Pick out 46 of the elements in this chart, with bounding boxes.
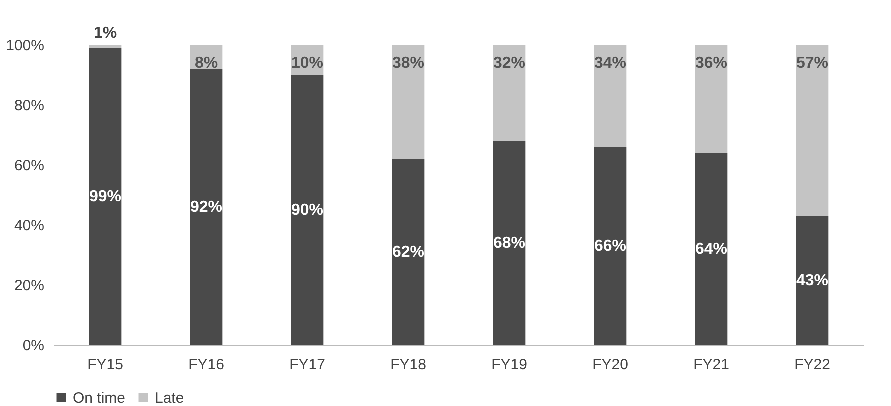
data-label: 68% bbox=[493, 235, 526, 252]
data-label: 66% bbox=[594, 238, 627, 255]
bar bbox=[392, 159, 425, 345]
bar bbox=[796, 45, 829, 216]
x-tick-label: FY19 bbox=[492, 356, 528, 374]
data-label: 32% bbox=[493, 55, 526, 72]
data-label: 1% bbox=[94, 25, 118, 42]
x-tick-label: FY17 bbox=[290, 356, 326, 374]
bar bbox=[291, 75, 324, 345]
bar bbox=[493, 45, 526, 141]
x-tick-label: FY15 bbox=[88, 356, 124, 374]
x-tick-label: FY16 bbox=[188, 356, 224, 374]
bar bbox=[89, 45, 122, 48]
bar bbox=[796, 216, 829, 345]
y-tick-label: 60% bbox=[14, 158, 44, 174]
data-label: 92% bbox=[190, 199, 223, 216]
y-tick-label: 40% bbox=[14, 218, 44, 234]
y-tick-label: 20% bbox=[14, 278, 44, 294]
data-label: 64% bbox=[695, 241, 728, 258]
x-tick-label: FY20 bbox=[592, 356, 628, 374]
x-tick-label: FY18 bbox=[390, 356, 426, 374]
bar bbox=[695, 45, 728, 153]
data-label: 10% bbox=[291, 55, 324, 72]
bar bbox=[594, 45, 627, 147]
y-tick-label: 100% bbox=[6, 38, 44, 54]
bar bbox=[594, 147, 627, 345]
data-label: 34% bbox=[594, 55, 627, 72]
data-label: 8% bbox=[194, 55, 218, 72]
data-label: 43% bbox=[796, 272, 829, 290]
data-label: 90% bbox=[291, 202, 324, 219]
data-label: 38% bbox=[392, 55, 425, 72]
x-tick-label: FY21 bbox=[694, 356, 730, 374]
x-tick-label: FY22 bbox=[794, 356, 830, 374]
legend-label: On time bbox=[73, 390, 126, 406]
bar bbox=[493, 141, 526, 345]
data-label: 36% bbox=[695, 55, 728, 72]
y-tick-label: 80% bbox=[14, 98, 44, 114]
data-label: 62% bbox=[392, 244, 425, 261]
bar bbox=[392, 45, 425, 159]
data-label: 57% bbox=[796, 55, 829, 72]
y-tick-label: 0% bbox=[22, 338, 44, 354]
data-label: 99% bbox=[89, 188, 122, 206]
bar bbox=[190, 69, 223, 345]
bar bbox=[695, 153, 728, 345]
bar bbox=[89, 48, 122, 345]
legend-label: Late bbox=[155, 390, 184, 406]
